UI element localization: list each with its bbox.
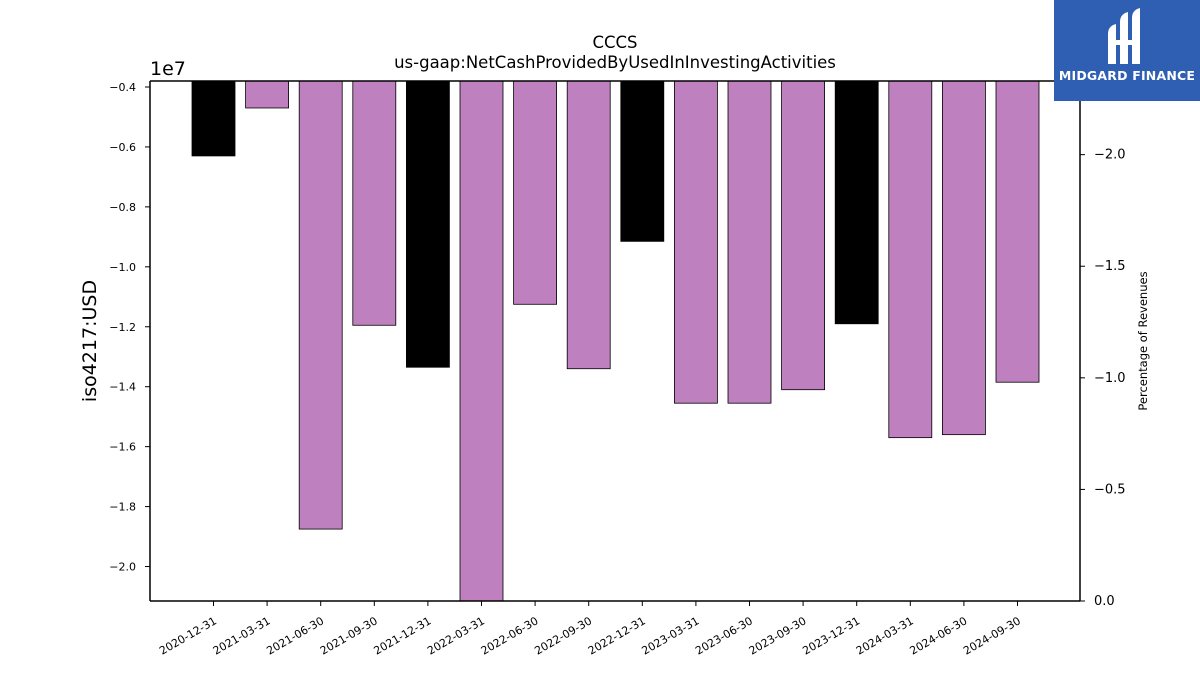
x-tick-label: 2024-06-30: [908, 614, 970, 657]
x-tick-label: 2021-06-30: [264, 614, 326, 657]
y-tick-label: −1.4: [109, 381, 136, 394]
x-tick-label: 2024-03-31: [854, 614, 916, 657]
y2-tick-label: −0.5: [1094, 482, 1126, 497]
x-tick-label: 2022-09-30: [532, 614, 594, 657]
y2-tick-label: −1.5: [1094, 259, 1126, 274]
y-tick-label: −1.6: [109, 441, 136, 454]
bar-2023-12-31: [834, 80, 879, 325]
bar-2023-03-31: [674, 80, 718, 404]
logo-text: MIDGARD FINANCE: [1058, 68, 1196, 83]
y-offset-label: 1e7: [150, 58, 186, 80]
bar-2020-12-31: [191, 80, 236, 157]
logo-mark-icon: [1108, 8, 1140, 64]
bars-group: [191, 80, 1040, 602]
bar-2022-09-30: [566, 80, 611, 370]
y2-tick-label: 0.0: [1094, 594, 1115, 609]
bar-2022-03-31: [459, 80, 504, 602]
x-tick-label: 2022-12-31: [586, 614, 648, 657]
x-tick-label: 2022-06-30: [479, 614, 541, 657]
x-tick-label: 2023-12-31: [800, 614, 862, 657]
bar-2021-12-31: [405, 80, 450, 368]
bar-2022-12-31: [620, 80, 665, 242]
x-tick-label: 2023-03-31: [640, 614, 702, 657]
bar-2021-03-31: [245, 80, 290, 109]
y2-tick-label: −1.0: [1094, 371, 1126, 386]
bar-2024-09-30: [995, 80, 1040, 383]
bar-2024-03-31: [888, 80, 933, 439]
y-tick-label: −1.0: [109, 261, 136, 274]
bar-2024-06-30: [942, 80, 986, 436]
bar-2021-06-30: [298, 80, 343, 530]
x-tick-label: 2020-12-31: [157, 614, 219, 657]
x-tick-label: 2023-06-30: [693, 614, 755, 657]
chart-title: CCCS: [592, 33, 637, 52]
midgard-finance-logo: MIDGARD FINANCE: [1054, 0, 1200, 101]
bar-2023-09-30: [781, 80, 825, 391]
y-tick-label: −2.0: [109, 561, 136, 574]
x-tick-label: 2023-09-30: [747, 614, 809, 657]
y2-axis-label: Percentage of Revenues: [1136, 271, 1150, 410]
y-tick-label: −1.2: [109, 321, 136, 334]
y2-tick-label: −2.0: [1094, 148, 1126, 163]
x-tick-label: 2021-03-31: [211, 614, 273, 657]
x-tick-label: 2024-09-30: [961, 614, 1023, 657]
bar-2021-09-30: [352, 80, 397, 326]
chart-subtitle: us-gaap:NetCashProvidedByUsedInInvesting…: [394, 53, 836, 72]
y-tick-label: −0.4: [109, 81, 136, 94]
x-tick-label: 2021-09-30: [318, 614, 380, 657]
bar-2023-06-30: [727, 80, 772, 404]
bar-2022-06-30: [513, 80, 557, 305]
y-tick-label: −0.8: [109, 201, 136, 214]
x-tick-label: 2022-03-31: [425, 614, 487, 657]
x-tick-label: 2021-12-31: [372, 614, 434, 657]
y-tick-label: −0.6: [109, 141, 136, 154]
y-axis-label: iso4217:USD: [79, 280, 101, 402]
y-tick-label: −1.8: [109, 501, 136, 514]
